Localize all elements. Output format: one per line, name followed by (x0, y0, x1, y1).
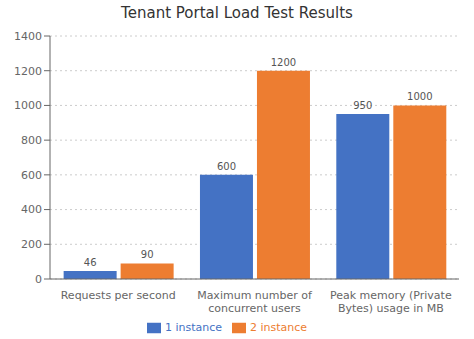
svg-text:1200: 1200 (14, 65, 42, 78)
html-text:1 instance: 1 instance (164, 321, 222, 334)
svg-text:Peak memory (PrivateBytes) usa: Peak memory (PrivateBytes) usage in MB (330, 289, 452, 315)
html-text:Tenant Portal Load Test Result: Tenant Portal Load Test Results (121, 4, 353, 22)
svg-text:0: 0 (35, 273, 42, 286)
svg-text:1200: 1200 (271, 57, 296, 68)
svg-text:Requests per second: Requests per second (61, 289, 176, 302)
svg-text:800: 800 (21, 134, 42, 147)
svg-text:1000: 1000 (407, 91, 432, 102)
html-text:2 instance: 2 instance (250, 321, 308, 334)
svg-text:46: 46 (84, 257, 97, 268)
svg-text:950: 950 (353, 100, 372, 111)
svg-text:Maximum number ofconcurrent us: Maximum number ofconcurrent users (197, 289, 313, 315)
svg-text:90: 90 (141, 249, 154, 260)
svg-text:600: 600 (217, 161, 236, 172)
svg-text:1400: 1400 (14, 30, 42, 43)
svg-text:200: 200 (21, 238, 42, 251)
svg-text:400: 400 (21, 203, 42, 216)
svg-text:1000: 1000 (14, 99, 42, 112)
svg-text:600: 600 (21, 169, 42, 182)
